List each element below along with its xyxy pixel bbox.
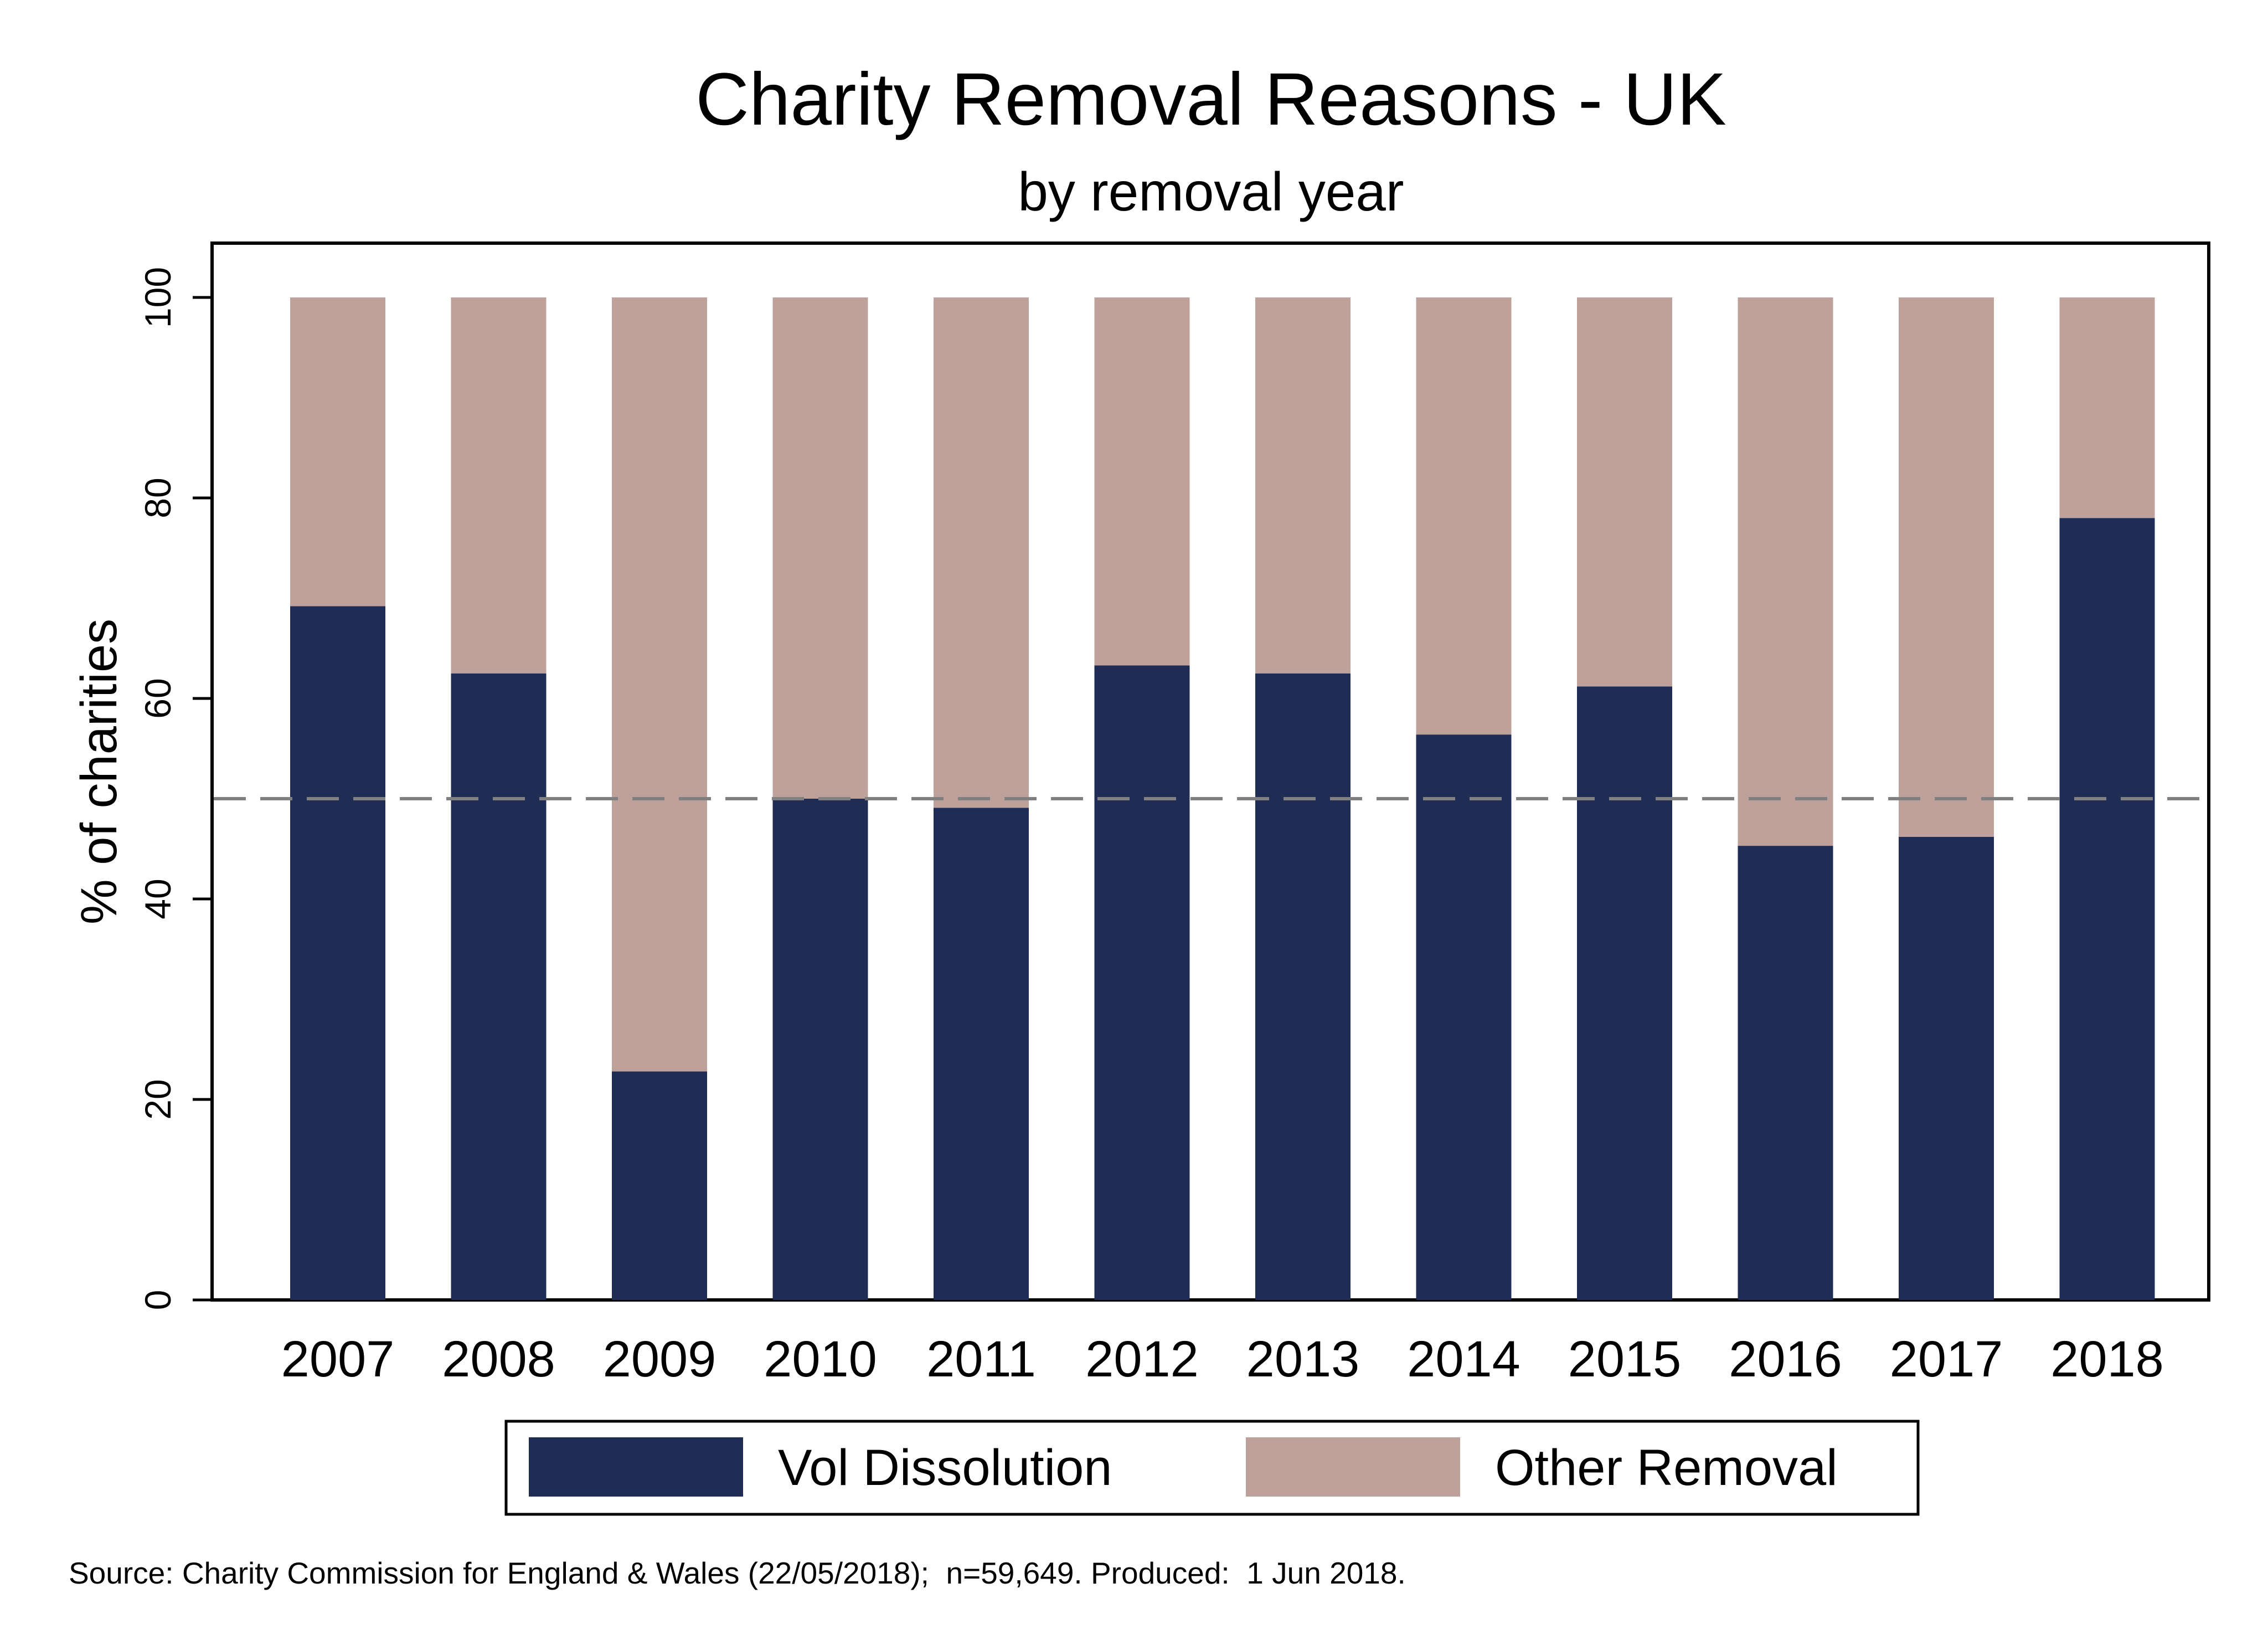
y-tick-label: 60 <box>137 678 178 718</box>
bar-vol-dissolution-2014 <box>1416 734 1512 1300</box>
bar-other-removal-2018 <box>2059 297 2155 518</box>
x-tick-label: 2018 <box>2050 1331 2164 1387</box>
bar-other-removal-2007 <box>290 297 385 606</box>
x-tick-label: 2007 <box>281 1331 395 1387</box>
bar-other-removal-2009 <box>612 297 707 1072</box>
x-tick-label: 2016 <box>1729 1331 1842 1387</box>
y-axis-label: % of charities <box>71 619 127 924</box>
bar-vol-dissolution-2013 <box>1255 673 1351 1300</box>
bar-other-removal-2015 <box>1577 297 1672 687</box>
bar-vol-dissolution-2018 <box>2059 518 2155 1301</box>
y-tick-label: 40 <box>137 878 178 919</box>
y-tick-label: 80 <box>137 477 178 518</box>
y-tick-label: 0 <box>137 1290 178 1310</box>
x-tick-label: 2011 <box>926 1331 1036 1387</box>
bar-vol-dissolution-2007 <box>290 606 385 1300</box>
x-axis: 2007 2008 2009 2010 2011 2012 2013 2014 2015 2016… <box>281 1331 2164 1387</box>
chart-title: Charity Removal Reasons - UK <box>695 58 1726 141</box>
x-tick-label: 2008 <box>442 1331 555 1387</box>
x-tick-label: 2017 <box>1890 1331 2003 1387</box>
bar-vol-dissolution-2012 <box>1094 665 1190 1300</box>
legend: Vol Dissolution Other Removal <box>504 1420 1920 1516</box>
y-axis: 0 20 40 60 80 100 <box>137 267 212 1310</box>
bar-vol-dissolution-2011 <box>934 808 1029 1300</box>
bar-other-removal-2010 <box>772 297 868 799</box>
source-note: Source: Charity Commission for England &… <box>69 1556 1406 1590</box>
bar-other-removal-2016 <box>1738 297 1833 846</box>
x-tick-label: 2013 <box>1246 1331 1360 1387</box>
legend-swatch-vol-dissolution <box>529 1437 743 1497</box>
x-tick-label: 2015 <box>1568 1331 1682 1387</box>
bar-other-removal-2012 <box>1094 297 1190 666</box>
x-tick-label: 2012 <box>1085 1331 1199 1387</box>
legend-label-other-removal: Other Removal <box>1495 1440 1838 1496</box>
bar-other-removal-2014 <box>1416 297 1512 735</box>
bar-vol-dissolution-2017 <box>1899 836 1994 1300</box>
y-tick-label: 20 <box>137 1079 178 1119</box>
chart-subtitle: by removal year <box>1018 161 1404 222</box>
bar-vol-dissolution-2015 <box>1577 686 1672 1300</box>
bar-other-removal-2017 <box>1899 297 1994 837</box>
x-tick-label: 2010 <box>764 1331 877 1387</box>
bar-vol-dissolution-2008 <box>451 673 547 1300</box>
bar-vol-dissolution-2010 <box>772 799 868 1300</box>
x-tick-label: 2014 <box>1407 1331 1520 1387</box>
bar-other-removal-2013 <box>1255 297 1351 674</box>
y-tick-label: 100 <box>137 267 178 328</box>
bar-other-removal-2011 <box>934 297 1029 808</box>
bar-other-removal-2008 <box>451 297 547 674</box>
x-tick-label: 2009 <box>603 1331 717 1387</box>
legend-label-vol-dissolution: Vol Dissolution <box>778 1440 1112 1496</box>
bar-vol-dissolution-2009 <box>612 1071 707 1300</box>
bar-vol-dissolution-2016 <box>1738 846 1833 1300</box>
bars <box>290 297 2155 1301</box>
legend-swatch-other-removal <box>1246 1437 1460 1497</box>
